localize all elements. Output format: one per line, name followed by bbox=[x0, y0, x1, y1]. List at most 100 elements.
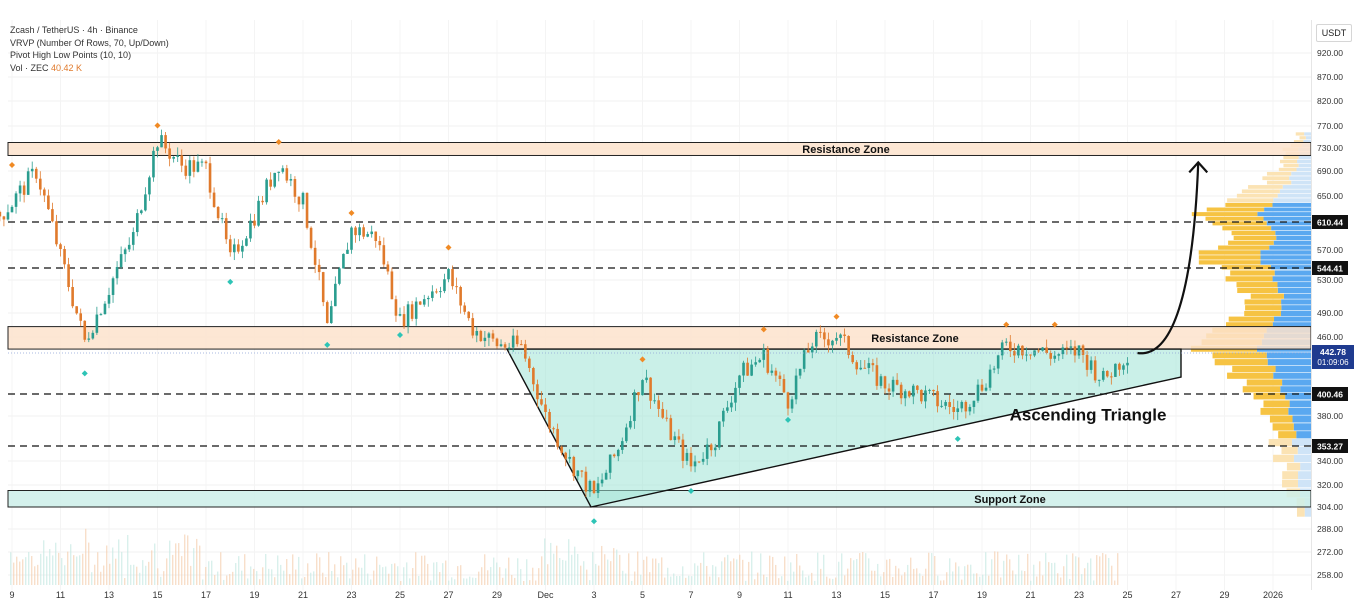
volume-bar bbox=[697, 565, 699, 585]
pivot-low-marker bbox=[81, 370, 88, 377]
volume-bar bbox=[241, 570, 243, 585]
profile-bar-up bbox=[1293, 423, 1311, 431]
candle-up bbox=[794, 375, 798, 400]
volume-bar bbox=[472, 577, 474, 585]
candle-down bbox=[293, 179, 297, 197]
candle-up bbox=[641, 380, 644, 396]
volume-bar bbox=[430, 580, 432, 585]
x-tick-label: 9 bbox=[737, 590, 742, 600]
volume-bar bbox=[544, 538, 546, 585]
volume-bar bbox=[373, 570, 375, 585]
currency-unit-button[interactable]: USDT bbox=[1316, 24, 1352, 42]
volume-bar bbox=[772, 556, 774, 585]
profile-bar-down bbox=[1269, 415, 1293, 423]
profile-bar-up bbox=[1281, 299, 1311, 305]
candlesticks[interactable] bbox=[0, 129, 1311, 499]
volume-bar bbox=[796, 553, 798, 585]
legend-pivot[interactable]: Pivot High Low Points (10, 10) bbox=[10, 50, 132, 60]
candle-up bbox=[277, 171, 281, 173]
x-tick-label: 2026 bbox=[1263, 590, 1283, 600]
candle-down bbox=[253, 220, 256, 226]
candle-up bbox=[18, 185, 22, 194]
resistance-zone-2 bbox=[7, 326, 1312, 350]
volume-bar bbox=[634, 571, 636, 585]
volume-bar bbox=[1012, 570, 1014, 585]
profile-bar-up bbox=[1298, 155, 1311, 160]
profile-bar-up bbox=[1272, 276, 1311, 282]
candle-down bbox=[895, 379, 899, 385]
volume-bar bbox=[436, 562, 438, 585]
profile-bar-down bbox=[1228, 316, 1274, 322]
candle-up bbox=[439, 291, 442, 293]
candle-up bbox=[426, 297, 430, 300]
volume-bar bbox=[376, 556, 378, 585]
candle-up bbox=[1017, 345, 1020, 356]
price-axis-panel[interactable] bbox=[1311, 20, 1364, 590]
candle-up bbox=[245, 238, 248, 246]
candle-up bbox=[1057, 354, 1061, 356]
volume-bar bbox=[817, 552, 819, 585]
candle-down bbox=[637, 392, 640, 396]
volume-bar bbox=[268, 568, 270, 585]
candle-down bbox=[1065, 347, 1069, 349]
legend-title[interactable]: Zcash / TetherUS · 4h · Binance bbox=[10, 25, 138, 35]
volume-bar bbox=[904, 572, 906, 585]
volume-bar bbox=[757, 572, 759, 585]
candle-up bbox=[196, 161, 200, 172]
candle-down bbox=[819, 331, 822, 333]
volume-bar bbox=[838, 561, 840, 585]
candle-down bbox=[51, 209, 54, 222]
volume-bar bbox=[781, 576, 783, 585]
candle-up bbox=[483, 337, 487, 342]
volume-bar bbox=[748, 561, 750, 585]
volume-bar bbox=[778, 578, 780, 585]
volume-bar bbox=[163, 571, 165, 585]
profile-bar-up bbox=[1270, 265, 1311, 270]
candle-up bbox=[600, 479, 604, 484]
volume-bar bbox=[226, 575, 228, 585]
volume-bar bbox=[841, 553, 843, 585]
volume-bar bbox=[742, 559, 744, 585]
candle-up bbox=[705, 444, 709, 459]
candle-up bbox=[241, 245, 244, 252]
profile-bar-up bbox=[1260, 250, 1311, 255]
volume-bar bbox=[610, 561, 612, 585]
candle-down bbox=[564, 452, 568, 459]
volume-bar bbox=[154, 543, 156, 585]
profile-bar-up bbox=[1289, 176, 1311, 181]
profile-bar-down bbox=[1244, 310, 1281, 317]
profile-bar-up bbox=[1277, 282, 1311, 288]
candle-down bbox=[544, 404, 547, 412]
volume-bar bbox=[148, 561, 150, 585]
volume-bar bbox=[808, 575, 810, 585]
volume-bar bbox=[712, 565, 714, 585]
legend-vrvp[interactable]: VRVP (Number Of Rows, 70, Up/Down) bbox=[10, 37, 169, 48]
candle-down bbox=[410, 304, 414, 319]
volume-bar bbox=[10, 552, 12, 585]
volume-bar bbox=[706, 565, 708, 585]
volume-bar bbox=[928, 552, 930, 585]
candle-up bbox=[398, 314, 402, 316]
volume-bar bbox=[328, 552, 330, 585]
volume-bar bbox=[646, 556, 648, 585]
candle-down bbox=[463, 305, 466, 312]
legend-volume[interactable]: Vol · ZEC 40.42 K bbox=[10, 62, 169, 75]
candle-up bbox=[940, 405, 943, 407]
candle-down bbox=[43, 189, 46, 196]
profile-bar-down bbox=[1282, 479, 1298, 488]
candle-up bbox=[629, 421, 632, 428]
candle-down bbox=[916, 385, 919, 390]
volume-bar bbox=[490, 567, 492, 585]
x-tick-label: 9 bbox=[9, 590, 14, 600]
profile-bar-up bbox=[1275, 365, 1311, 373]
volume-bar bbox=[631, 580, 633, 585]
candle-down bbox=[855, 362, 859, 370]
candle-up bbox=[1097, 379, 1101, 381]
profile-bar-down bbox=[1225, 322, 1273, 328]
candle-up bbox=[443, 279, 446, 292]
volume-bar bbox=[652, 558, 654, 585]
volume-bar bbox=[316, 553, 318, 585]
profile-bar-up bbox=[1289, 400, 1311, 408]
candle-up bbox=[633, 392, 636, 422]
